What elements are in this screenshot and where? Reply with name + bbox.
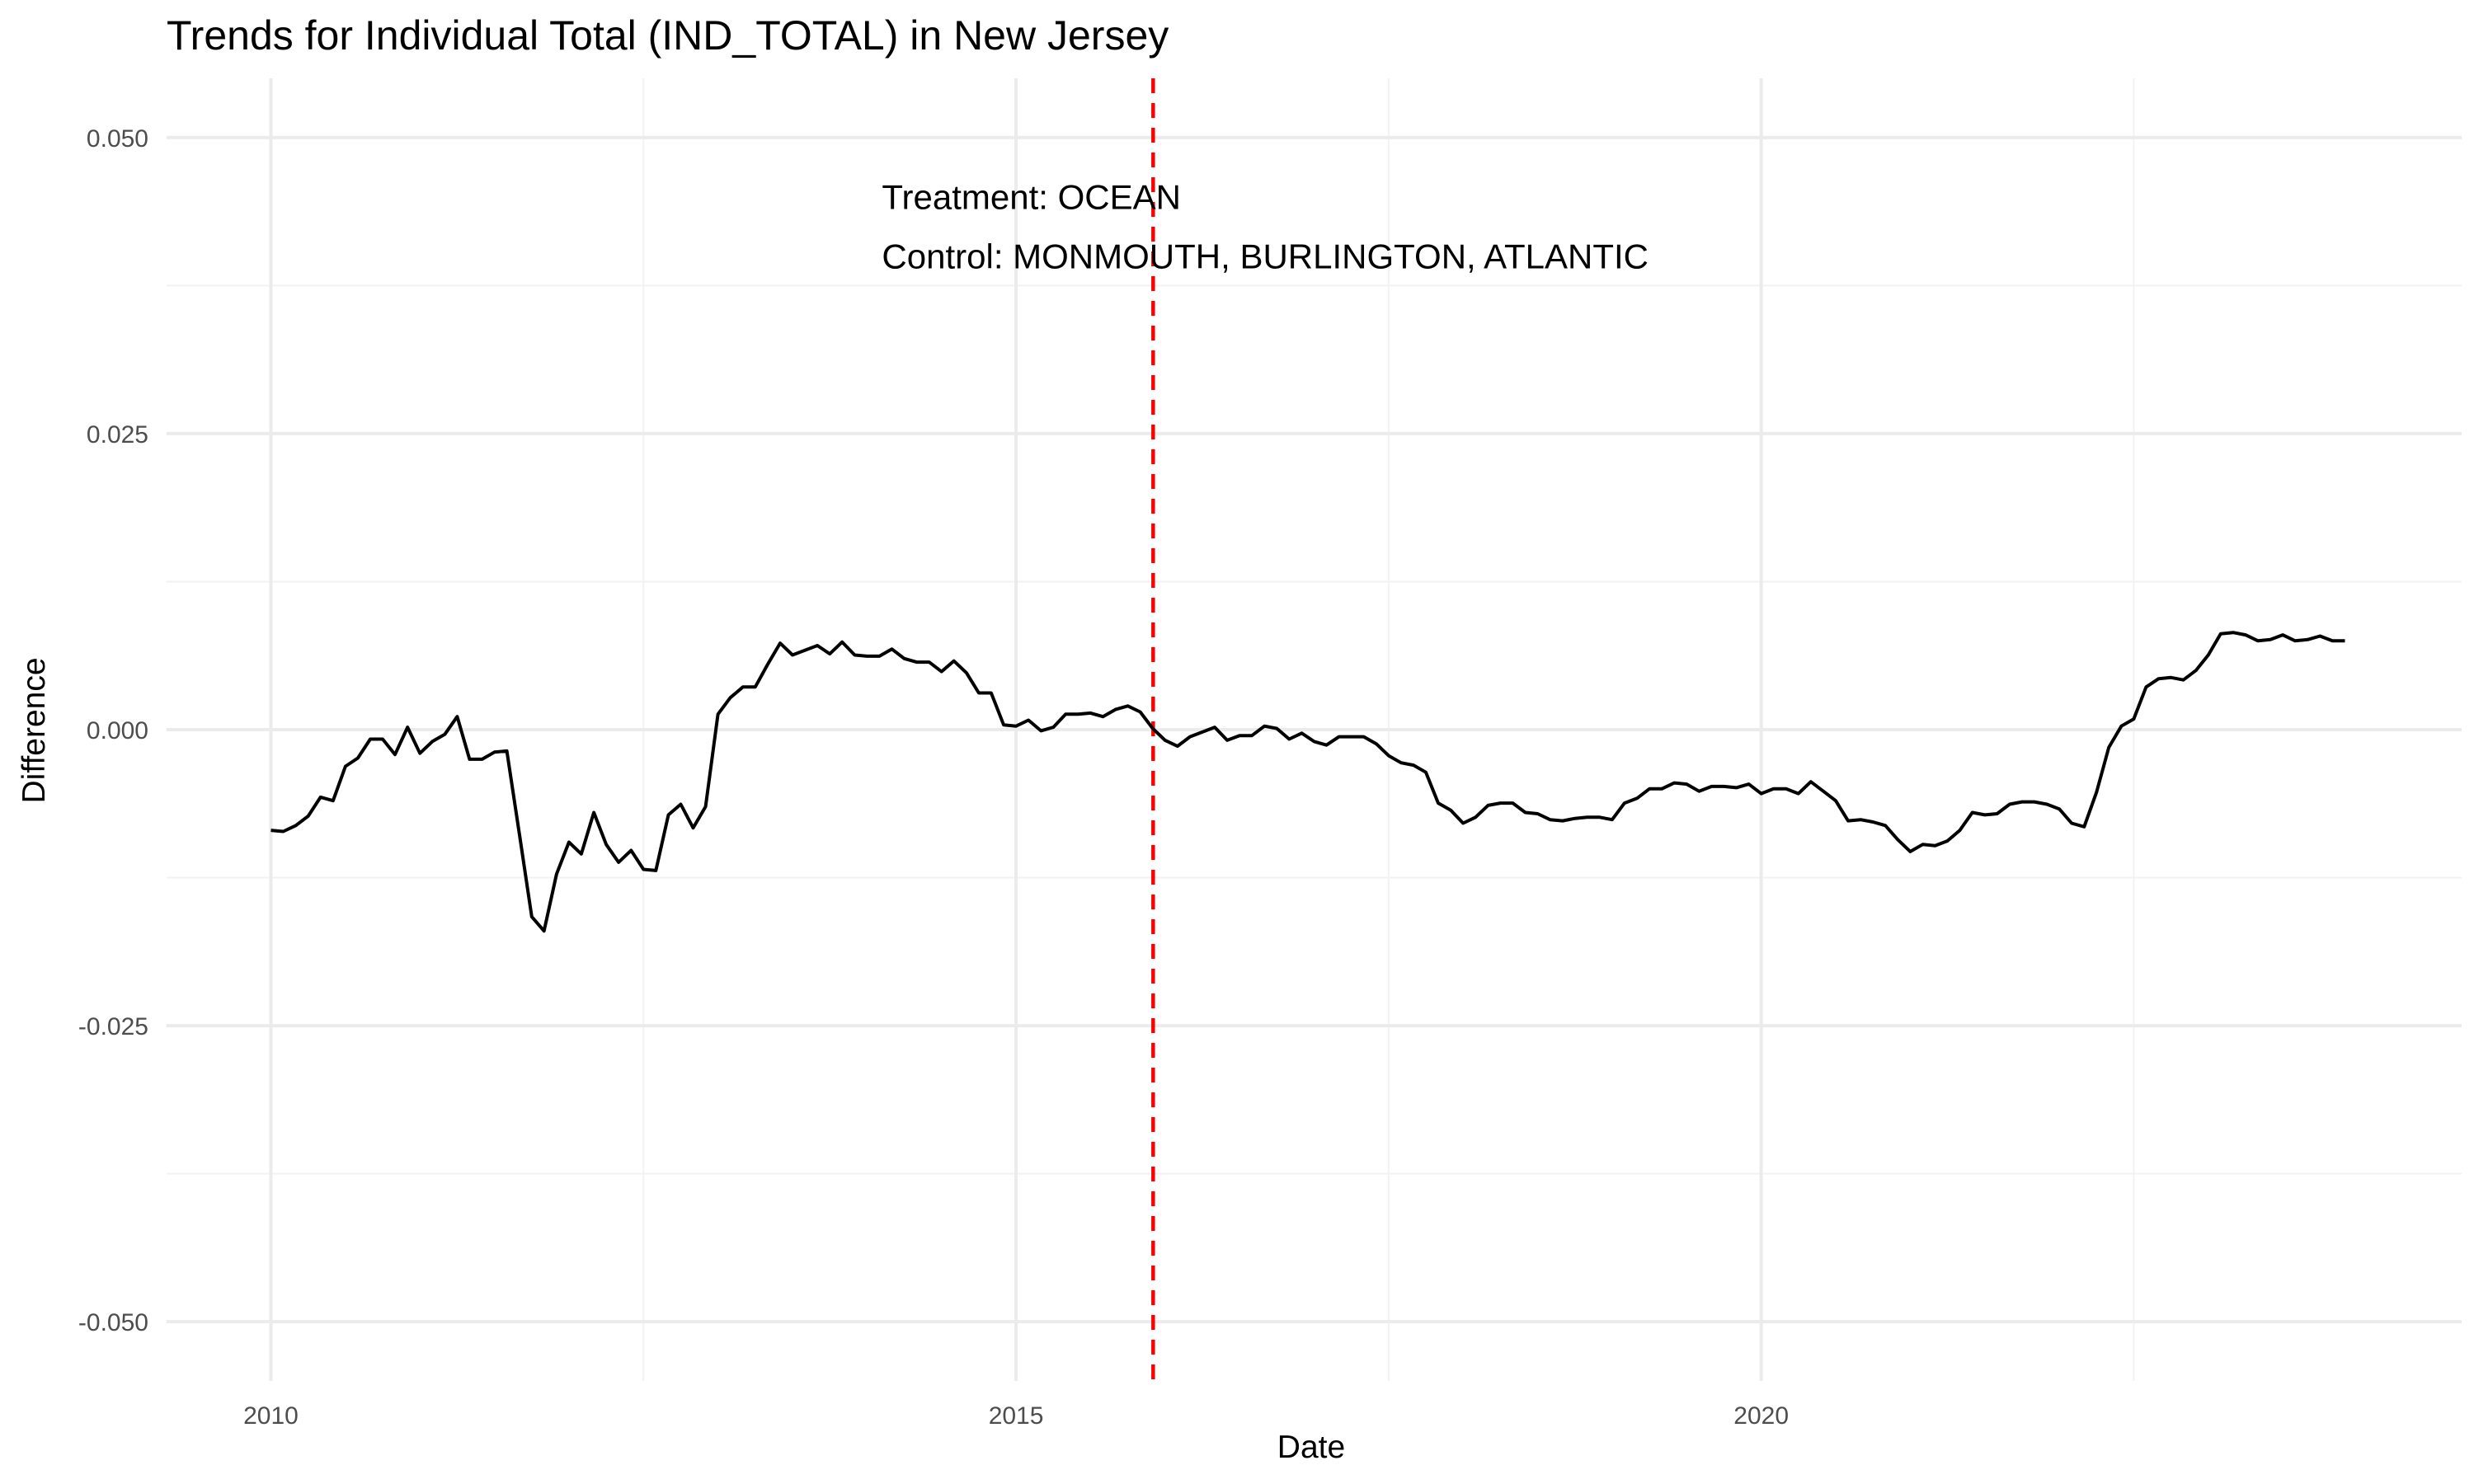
y-tick-label: 0.025 xyxy=(87,421,148,448)
x-tick-label: 2015 xyxy=(989,1402,1044,1430)
x-axis-title: Date xyxy=(1277,1430,1345,1465)
y-tick-label: 0.050 xyxy=(87,125,148,153)
y-axis-title: Difference xyxy=(16,657,52,803)
y-axis: -0.050 -0.025 0.000 0.025 0.050 xyxy=(78,125,148,1336)
x-tick-label: 2020 xyxy=(1733,1402,1789,1430)
series-group xyxy=(270,631,2345,933)
annotation-text: Treatment: OCEAN xyxy=(882,178,1181,217)
y-tick-label: 0.000 xyxy=(87,717,148,744)
series-line xyxy=(270,631,2345,933)
y-tick-label: -0.025 xyxy=(78,1013,148,1040)
y-tick-label: -0.050 xyxy=(78,1309,148,1336)
x-axis: 2010 2015 2020 xyxy=(243,1402,1789,1430)
chart-title: Trends for Individual Total (IND_TOTAL) … xyxy=(167,12,1169,59)
grid xyxy=(167,78,2462,1381)
x-tick-label: 2010 xyxy=(243,1402,299,1430)
annotation-text: Control: MONMOUTH, BURLINGTON, ATLANTIC xyxy=(882,237,1649,275)
annotations: Treatment: OCEAN Control: MONMOUTH, BURLI… xyxy=(882,178,1649,276)
